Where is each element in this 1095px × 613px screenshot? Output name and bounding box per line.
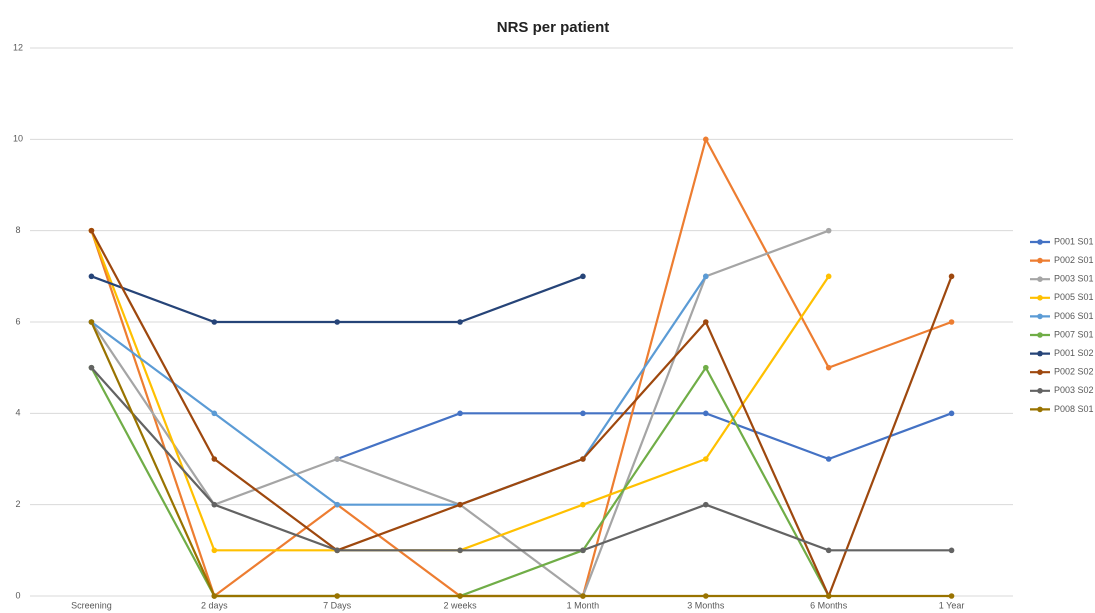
series-line <box>90 366 952 552</box>
series-line <box>90 275 707 506</box>
point-marker <box>703 364 709 371</box>
point-marker <box>703 410 709 417</box>
point-marker <box>580 501 586 508</box>
point-marker <box>825 456 832 462</box>
point-marker <box>88 273 95 280</box>
legend-marker <box>1037 257 1043 264</box>
point-marker <box>457 593 463 599</box>
series-line <box>90 230 953 599</box>
point-marker <box>457 410 463 417</box>
legend-label: P002 S01 <box>1054 255 1094 265</box>
point-marker <box>825 227 832 234</box>
legend-marker <box>1037 276 1043 283</box>
y-tick-label: 0 <box>15 590 20 600</box>
point-marker <box>703 501 709 508</box>
point-marker <box>825 273 832 280</box>
y-tick-label: 6 <box>15 316 20 326</box>
legend-marker <box>1037 369 1043 376</box>
point-marker <box>948 547 955 554</box>
x-tick-label: 2 days <box>201 600 228 610</box>
legend-label: P001 S01 <box>1054 236 1094 246</box>
point-marker <box>334 501 340 508</box>
legend-label: P003 S01 <box>1054 274 1094 284</box>
point-marker <box>948 410 955 417</box>
x-tick-label: 1 Month <box>567 600 600 610</box>
point-marker <box>211 410 218 417</box>
legend-marker <box>1037 388 1043 394</box>
y-tick-label: 10 <box>13 134 23 144</box>
legend-marker <box>1037 239 1043 245</box>
point-marker <box>211 319 218 325</box>
series-line <box>336 412 952 461</box>
point-marker <box>948 319 955 325</box>
point-marker <box>334 593 340 599</box>
point-marker <box>334 547 340 554</box>
x-tick-label: 1 Year <box>939 600 965 610</box>
point-marker <box>457 547 463 554</box>
chart-title: NRS per patient <box>497 19 610 36</box>
point-marker <box>825 547 832 554</box>
point-marker <box>948 593 955 599</box>
point-marker <box>211 547 218 554</box>
point-marker <box>211 593 218 599</box>
y-tick-label: 8 <box>15 225 20 235</box>
point-marker <box>88 319 95 325</box>
point-marker <box>703 273 709 280</box>
point-marker <box>580 547 586 554</box>
legend-label: P003 S02 <box>1054 385 1094 395</box>
x-tick-label: 3 Months <box>687 600 725 610</box>
legend-label: P008 S01 <box>1054 404 1094 414</box>
legend-marker <box>1037 295 1043 301</box>
y-tick-label: 12 <box>13 42 23 52</box>
point-marker <box>703 319 709 325</box>
point-marker <box>457 501 463 508</box>
x-tick-label: 2 weeks <box>444 600 478 610</box>
y-tick-label: 2 <box>15 499 20 509</box>
point-marker <box>88 227 95 234</box>
x-tick-label: Screening <box>71 600 112 610</box>
legend-marker <box>1037 350 1043 357</box>
legend-marker <box>1037 332 1043 338</box>
point-marker <box>825 593 832 599</box>
point-marker <box>580 410 586 417</box>
series-line <box>90 321 952 598</box>
point-marker <box>580 593 586 599</box>
y-tick-label: 4 <box>15 408 20 418</box>
x-tick-label: 7 Days <box>323 600 352 610</box>
legend-marker <box>1037 313 1043 320</box>
legend-label: P001 S02 <box>1054 348 1094 358</box>
point-marker <box>703 136 709 143</box>
point-marker <box>334 456 340 462</box>
point-marker <box>580 273 586 280</box>
point-marker <box>703 456 709 462</box>
point-marker <box>211 456 218 462</box>
x-tick-label: 6 Months <box>810 600 848 610</box>
legend-label: P007 S01 <box>1054 329 1094 339</box>
point-marker <box>457 319 463 325</box>
legend-label: P002 S02 <box>1054 367 1094 377</box>
legend-marker <box>1037 406 1043 413</box>
legend-label: P005 S01 <box>1054 292 1094 302</box>
point-marker <box>948 273 955 280</box>
point-marker <box>825 364 832 371</box>
point-marker <box>334 319 340 325</box>
point-marker <box>88 364 95 371</box>
point-marker <box>580 456 586 462</box>
point-marker <box>211 501 218 508</box>
legend-label: P006 S01 <box>1054 311 1094 321</box>
point-marker <box>703 593 709 599</box>
series-line <box>91 275 584 324</box>
